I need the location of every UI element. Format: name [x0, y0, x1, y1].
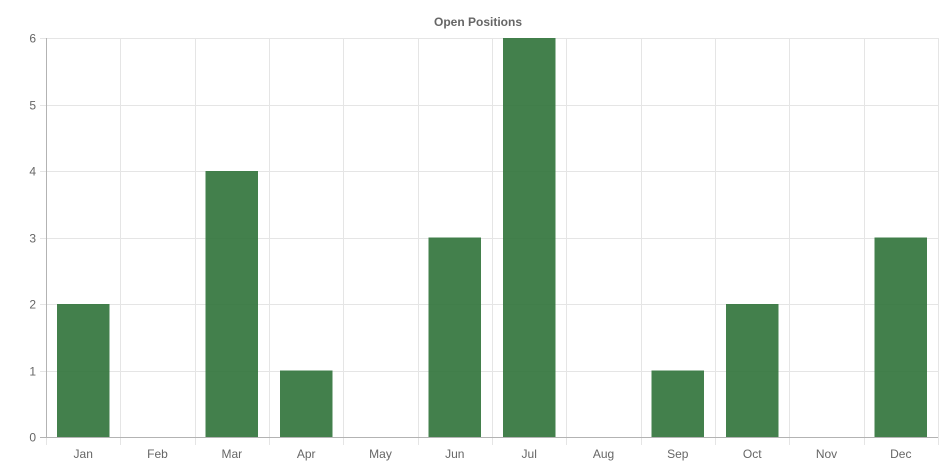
y-tick-label: 1 — [29, 365, 36, 379]
bars — [56, 38, 928, 438]
x-tick-label: Apr — [297, 447, 316, 461]
grid — [40, 38, 939, 445]
x-tick-label: Oct — [743, 447, 762, 461]
axes — [40, 38, 938, 438]
bar-jan[interactable] — [56, 304, 110, 437]
bar-apr[interactable] — [279, 370, 333, 438]
x-tick-label: Jun — [445, 447, 464, 461]
y-tick-label: 4 — [29, 165, 36, 179]
bar-dec[interactable] — [874, 237, 928, 438]
x-tick-label: Sep — [667, 447, 689, 461]
x-tick-label: Jan — [74, 447, 93, 461]
bar-oct[interactable] — [725, 304, 779, 437]
bar-jul[interactable] — [502, 38, 556, 437]
x-tick-label: Mar — [221, 447, 242, 461]
y-tick-label: 5 — [29, 99, 36, 113]
y-tick-label: 0 — [29, 431, 36, 445]
x-tick-label: Aug — [593, 447, 614, 461]
tick-labels: 0 1 2 3 4 5 6 Jan Feb Mar Apr May Jun Jul Aug Sep Oct Nov… — [29, 32, 911, 462]
chart-title: Open Positions — [434, 15, 522, 29]
x-tick-label: Dec — [890, 447, 911, 461]
x-tick-label: May — [369, 447, 392, 461]
y-tick-label: 2 — [29, 298, 36, 312]
x-tick-label: Feb — [147, 447, 168, 461]
y-tick-label: 6 — [29, 32, 36, 46]
x-tick-label: Nov — [816, 447, 837, 461]
y-tick-label: 3 — [29, 232, 36, 246]
bar-sep[interactable] — [651, 370, 705, 438]
bar-jun[interactable] — [428, 237, 482, 438]
x-tick-label: Jul — [522, 447, 537, 461]
bar-mar[interactable] — [205, 171, 259, 437]
